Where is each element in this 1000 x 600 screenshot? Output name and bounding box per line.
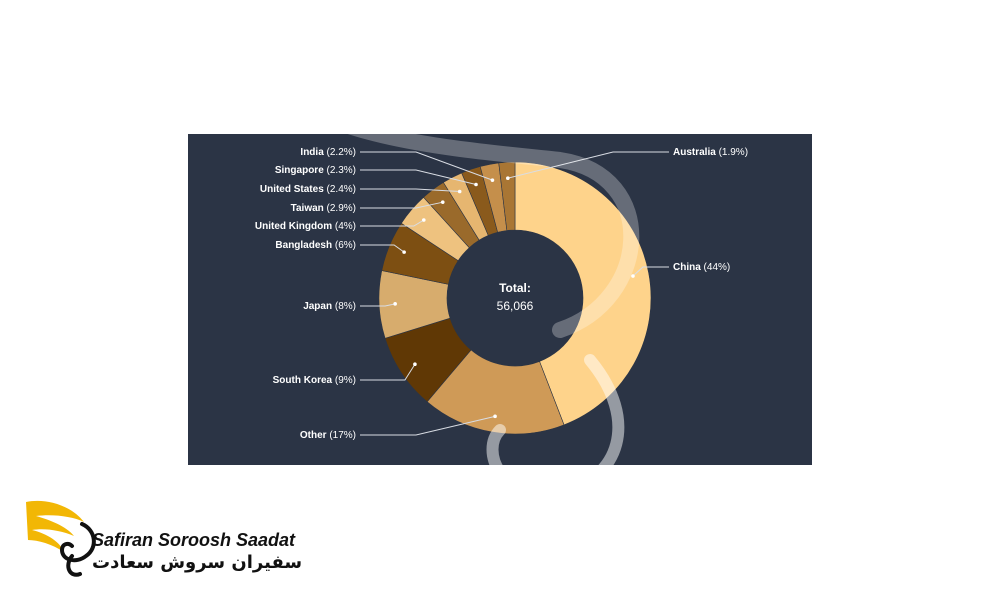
slice-label-bangladesh: Bangladesh (6%) xyxy=(275,240,356,251)
donut-chart: China (44%) Other (17%) South Korea (9%) Ja… xyxy=(255,147,748,441)
slice-label-percent: (17%) xyxy=(327,430,356,441)
slice-label-percent: (2.9%) xyxy=(324,203,356,214)
slice-label-country: United States xyxy=(260,184,324,195)
leader-line-united-states xyxy=(360,188,460,193)
leader-line-bangladesh xyxy=(360,244,405,253)
leader-line-south-korea xyxy=(360,363,416,381)
slice-label-country: India xyxy=(300,147,324,158)
chart-center-value: 56,066 xyxy=(497,299,534,313)
slice-label-country: Singapore xyxy=(275,165,324,176)
wing-logo-icon xyxy=(26,500,96,577)
slice-label-united-states: United States (2.4%) xyxy=(260,184,356,195)
leader-dot-south-korea xyxy=(413,362,417,367)
chart-center-title: Total: xyxy=(499,281,531,295)
chart-panel: China (44%) Other (17%) South Korea (9%) Ja… xyxy=(188,134,812,465)
slice-label-india: India (2.2%) xyxy=(300,147,356,158)
leader-dot-bangladesh xyxy=(402,250,406,254)
slice-label-country: Taiwan xyxy=(291,203,324,214)
leader-line-india xyxy=(360,151,493,181)
logo-name-english: Safiran Soroosh Saadat xyxy=(92,530,296,550)
slice-label-country: United Kingdom xyxy=(255,221,332,232)
slice-label-japan: Japan (8%) xyxy=(303,301,356,312)
leader-line-china xyxy=(632,266,669,277)
leader-dot-singapore xyxy=(474,182,478,187)
slice-label-percent: (2.4%) xyxy=(324,184,356,195)
leader-line-united-kingdom xyxy=(360,219,425,227)
company-logo: Safiran Soroosh Saadat سفیران سروش سعادت xyxy=(22,494,302,584)
leader-line-taiwan xyxy=(360,201,443,209)
leader-dot-united-states xyxy=(457,189,462,194)
slice-label-singapore: Singapore (2.3%) xyxy=(275,165,356,176)
logo-name-persian: سفیران سروش سعادت xyxy=(92,552,303,573)
slice-label-percent: (1.9%) xyxy=(716,147,748,158)
slice-label-percent: (9%) xyxy=(332,375,356,386)
slice-label-percent: (44%) xyxy=(701,262,730,273)
leader-dot-united-kingdom xyxy=(421,218,426,222)
slice-label-country: Bangladesh xyxy=(275,240,332,251)
leader-line-singapore xyxy=(360,169,477,185)
slice-label-country: Australia xyxy=(673,147,716,158)
leader-line-japan xyxy=(360,303,396,307)
slice-label-south-korea: South Korea (9%) xyxy=(273,375,356,386)
slice-label-percent: (6%) xyxy=(332,240,356,251)
slice-label-australia: Australia (1.9%) xyxy=(673,147,748,158)
leader-dot-japan xyxy=(393,302,397,306)
slice-australia xyxy=(498,161,516,231)
slice-label-united-kingdom: United Kingdom (4%) xyxy=(255,221,356,232)
slice-label-percent: (4%) xyxy=(332,221,356,232)
leader-line-other xyxy=(360,415,496,436)
slice-label-percent: (8%) xyxy=(332,301,356,312)
leader-dot-other xyxy=(493,414,497,419)
leader-line-australia xyxy=(507,151,669,179)
slice-label-country: South Korea xyxy=(273,375,333,386)
leader-dot-taiwan xyxy=(440,200,445,204)
slice-label-country: China xyxy=(673,262,701,273)
slice-label-percent: (2.3%) xyxy=(324,165,356,176)
leader-dot-india xyxy=(490,178,495,182)
slice-label-other: Other (17%) xyxy=(300,430,356,441)
leader-dot-australia xyxy=(506,176,510,181)
slice-label-taiwan: Taiwan (2.9%) xyxy=(291,203,356,214)
slice-label-china: China (44%) xyxy=(673,262,730,273)
slice-label-percent: (2.2%) xyxy=(324,147,356,158)
slice-label-country: Japan xyxy=(303,301,332,312)
leader-dot-china xyxy=(631,274,635,278)
slice-label-country: Other xyxy=(300,430,327,441)
